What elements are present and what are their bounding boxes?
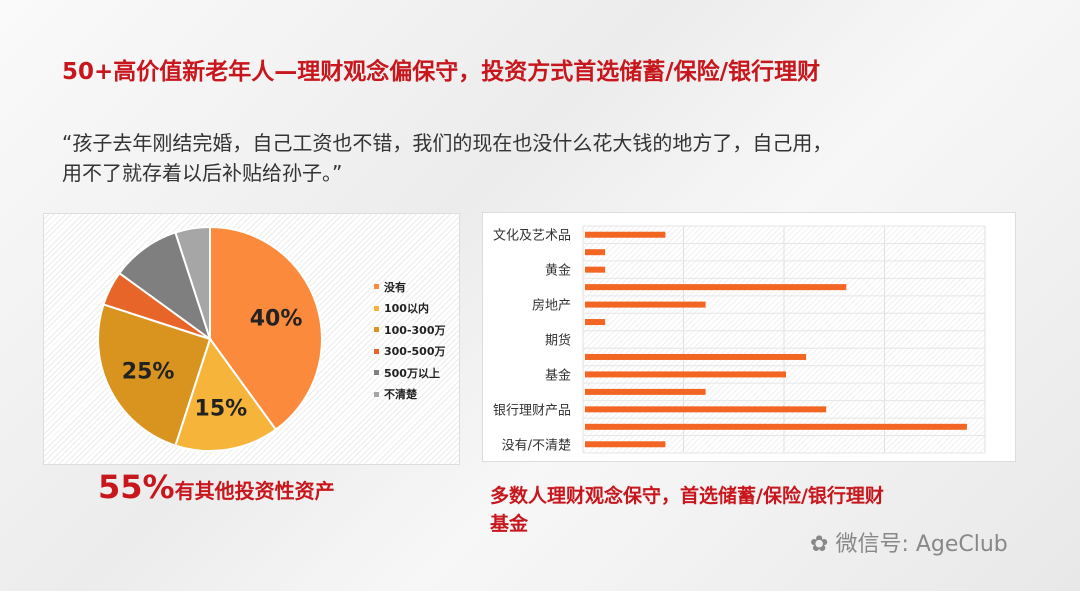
bar	[585, 353, 807, 360]
pie-slice	[174, 336, 278, 452]
quote-line-2: 用不了就存着以后补贴给孙子。”	[62, 161, 343, 185]
bar-chart-panel: 文化及艺术品黄金房地产期货基金银行理财产品没有/不清楚	[482, 212, 1016, 462]
bar	[585, 406, 827, 413]
bar	[585, 423, 967, 430]
page-title: 50+高价值新老年人—理财观念偏保守，投资方式首选储蓄/保险/银行理财	[62, 59, 821, 85]
legend-label: 100以内	[384, 302, 429, 316]
assets-percent: 55%	[98, 468, 175, 506]
watermark: ✿ 微信号: AgeClub	[810, 526, 1008, 558]
legend-item: 没有	[374, 276, 446, 298]
quote-line-1: “孩子去年刚结完婚，自己工资也不错，我们的现在也没什么花大钱的地方了，自己用，	[62, 131, 833, 155]
category-label: 黄金	[545, 263, 571, 279]
legend-swatch	[374, 370, 379, 376]
assets-text: 有其他投资性资产	[174, 479, 335, 503]
watermark-text: 微信号: AgeClub	[835, 532, 1008, 557]
bar	[585, 301, 706, 308]
pie-chart: 40% 15% 25%	[97, 225, 323, 452]
legend-item: 不清楚	[374, 384, 446, 406]
bar	[585, 371, 786, 378]
bar-caption-line-2: 基金	[490, 513, 529, 535]
pie-slice	[209, 225, 323, 432]
category-label: 银行理财产品	[493, 403, 571, 418]
legend-label: 没有	[384, 280, 406, 294]
wechat-icon: ✿	[810, 532, 836, 557]
legend-swatch	[374, 348, 379, 354]
bar-caption-line-1: 多数人理财观念保守，首选储蓄/保险/银行理财	[490, 485, 884, 507]
category-label: 基金	[545, 367, 571, 383]
pie-legend: 没有 100以内 100-300万 300-500万 500万以上 不清楚	[374, 276, 446, 405]
legend-label: 不清楚	[384, 388, 417, 402]
bar	[585, 249, 606, 256]
legend-swatch	[374, 284, 379, 290]
legend-label: 300-500万	[384, 345, 446, 359]
pie-slice	[174, 225, 211, 340]
legend-swatch	[374, 391, 379, 397]
category-label: 期货	[545, 333, 571, 349]
legend-swatch	[374, 305, 379, 311]
legend-item: 300-500万	[374, 341, 446, 363]
pie-data-label: 15%	[195, 397, 248, 422]
legend-item: 100以内	[374, 298, 446, 320]
legend-swatch	[374, 327, 379, 333]
legend-item: 100-300万	[374, 319, 446, 341]
bar	[585, 441, 666, 448]
bar	[585, 266, 606, 273]
bar	[585, 388, 706, 395]
pie-data-label: 40%	[250, 307, 303, 332]
pie-data-label: 25%	[122, 360, 175, 385]
pie-chart-panel: 40% 15% 25% 没有 100以内 100-300万 300-500万 500万以上不…	[43, 213, 460, 465]
bar	[585, 231, 666, 238]
legend-label: 100-300万	[384, 323, 446, 337]
bar	[585, 319, 606, 326]
legend-label: 500万以上	[384, 366, 440, 380]
legend-item: 500万以上	[374, 362, 446, 384]
category-label: 房地产	[532, 298, 571, 314]
pie-slice	[97, 303, 212, 447]
bar	[585, 284, 847, 291]
category-label: 文化及艺术品	[493, 229, 571, 244]
category-label: 没有/不清楚	[502, 438, 571, 453]
assets-caption: 55%有其他投资性资产	[98, 468, 335, 506]
